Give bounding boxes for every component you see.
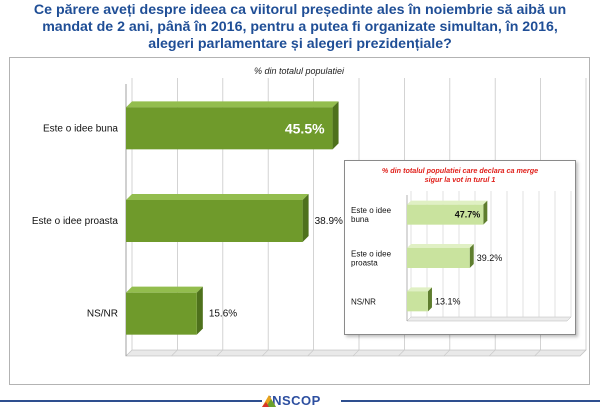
inset-value-label: 47.7% — [455, 210, 481, 220]
main-category-label: Este o idee proasta — [32, 216, 119, 227]
inset-bar-side — [469, 244, 474, 268]
main-bar-top — [126, 194, 309, 200]
inset-bar — [407, 204, 484, 225]
inset-category-label: NS/NR — [351, 297, 376, 306]
inset-value-label: 39.2% — [477, 253, 503, 263]
footer: INSCOP — [0, 392, 600, 410]
inset-value-label: 13.1% — [435, 296, 461, 306]
inset-bar-top — [407, 200, 488, 205]
main-gridline-floor — [579, 349, 587, 357]
main-gridline-floor — [261, 349, 269, 357]
main-gridline-floor — [398, 349, 405, 357]
inset-bar — [407, 248, 470, 268]
main-gridline-floor — [125, 349, 133, 357]
inset-bar — [407, 291, 428, 312]
inset-bar-top — [407, 244, 474, 248]
inscop-logo: INSCOP — [262, 392, 341, 410]
main-bar — [126, 292, 197, 335]
main-gridline-floor — [171, 349, 178, 357]
main-bar-side — [302, 194, 309, 242]
inset-category-line: Este o idee — [351, 250, 392, 259]
main-gridline-floor — [307, 349, 314, 357]
main-gridline-floor — [216, 349, 224, 357]
main-chart-title: % din totalul populatiei — [254, 66, 345, 76]
inset-category-line: NS/NR — [351, 297, 376, 306]
main-bar-top — [126, 101, 339, 108]
inset-category-line: proasta — [351, 259, 378, 268]
main-value-label: 45.5% — [285, 120, 325, 136]
main-category-label: NS/NR — [87, 309, 118, 320]
main-gridline-floor — [534, 349, 541, 357]
logo-text: INSCOP — [268, 393, 321, 408]
main-bar-side — [196, 286, 203, 335]
inset-chart-panel: % din totalul populatiei care declara ca… — [344, 160, 576, 335]
chart-title: Ce părere aveți despre ideea ca viitorul… — [33, 2, 567, 52]
main-gridline-floor — [443, 349, 451, 357]
inset-chart: % din totalul populatiei care declara ca… — [351, 166, 572, 322]
main-bar — [126, 107, 333, 150]
main-gridline-floor — [352, 349, 360, 357]
inset-title-line: sigur la vot in turul 1 — [425, 175, 496, 184]
logo-mark-icon — [262, 395, 276, 407]
main-chart: % din totalul populatiei Este o idee buna… — [32, 66, 587, 357]
inset-title-line: % din totalul populatiei care declara ca… — [382, 166, 538, 175]
main-value-label: 38.9% — [315, 216, 343, 227]
main-bar — [126, 200, 303, 242]
main-bar-top — [126, 286, 203, 293]
inset-chart-floor — [406, 316, 572, 322]
main-bar-side — [332, 101, 339, 150]
inset-category-label: Este o idee buna — [351, 206, 392, 224]
main-category-label: Este o idee buna — [43, 123, 118, 134]
inset-bar-top — [407, 287, 432, 292]
inset-bar-side — [483, 200, 488, 225]
inset-category-line: Este o idee — [351, 206, 392, 215]
inset-category-line: buna — [351, 215, 369, 224]
inset-bar-side — [427, 287, 432, 312]
main-gridline-floor — [488, 349, 496, 357]
main-value-label: 15.6% — [209, 309, 237, 320]
inset-chart-title: % din totalul populatiei care declara ca… — [382, 166, 538, 184]
inset-category-label: Este o idee proasta — [351, 250, 392, 268]
